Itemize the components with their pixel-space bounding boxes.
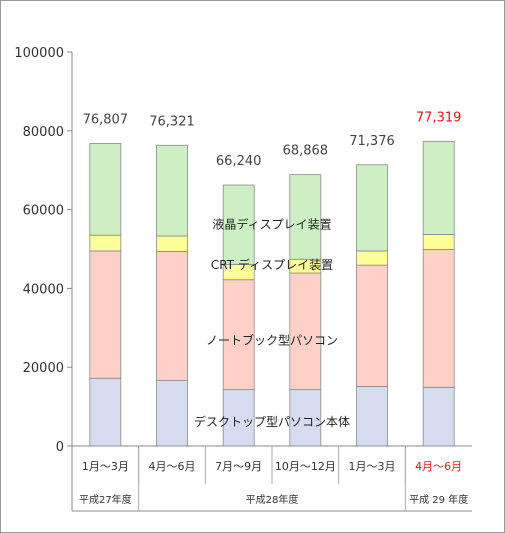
plot-area: 0 20000 40000 60000 80000 100000 平成27年度 平成28年度 平… — [14, 46, 472, 512]
bar-segment — [156, 250, 188, 381]
group-label: 平成28年度 — [246, 493, 299, 506]
bar-segment — [156, 235, 188, 252]
category-label: 7月～9月 — [215, 460, 262, 473]
group-label: 平成27年度 — [79, 493, 132, 506]
y-tick-label: 60000 — [23, 204, 64, 219]
bar-segment — [422, 248, 455, 388]
total-label: 76,807 — [83, 112, 129, 127]
total-label: 71,376 — [349, 134, 395, 149]
bar-segment — [222, 389, 255, 447]
bar-segment — [89, 250, 122, 379]
bar-segment — [156, 144, 188, 237]
bar-segment — [289, 389, 322, 447]
bar-segment — [356, 386, 388, 447]
category-label: 1月～3月 — [82, 460, 129, 473]
bar-segment — [289, 174, 322, 260]
series-label: CRT ディスプレイ装置 — [211, 257, 333, 272]
bar-segment — [422, 140, 455, 235]
category-label: 4月～6月 — [415, 460, 462, 473]
bar-segment — [222, 184, 255, 265]
category-label: 4月～6月 — [149, 460, 196, 473]
y-tick-label: 40000 — [23, 282, 64, 297]
category-label: 1月～3月 — [349, 460, 396, 473]
total-label: 66,240 — [216, 154, 262, 169]
y-tick-label: 80000 — [23, 125, 64, 140]
y-tick-label: 100000 — [14, 46, 64, 61]
series-label: ノートブック型パソコン — [206, 333, 338, 348]
total-label: 76,321 — [149, 114, 195, 129]
total-label: 77,319 — [416, 110, 462, 125]
category-label: 10月～12月 — [275, 460, 336, 473]
y-tick-label: 0 — [56, 440, 64, 455]
series-label: 液晶ディスプレイ装置 — [212, 217, 331, 232]
bar-segment — [422, 234, 455, 250]
bar-segment — [222, 279, 255, 391]
bar-segment — [89, 234, 122, 252]
bar-segment — [356, 250, 388, 266]
bar-segment — [356, 264, 388, 387]
bar-segment — [422, 386, 455, 447]
series-label: デスクトップ型パソコン本体 — [194, 414, 350, 429]
bar-segment — [89, 142, 122, 236]
bar-segment — [89, 377, 122, 447]
bar-segment — [356, 164, 388, 252]
total-label: 68,868 — [283, 144, 329, 159]
bar-segment — [289, 272, 322, 391]
y-tick-label: 20000 — [23, 361, 64, 376]
group-label: 平成 29 年度 — [409, 493, 468, 506]
bar-segment — [156, 380, 188, 447]
